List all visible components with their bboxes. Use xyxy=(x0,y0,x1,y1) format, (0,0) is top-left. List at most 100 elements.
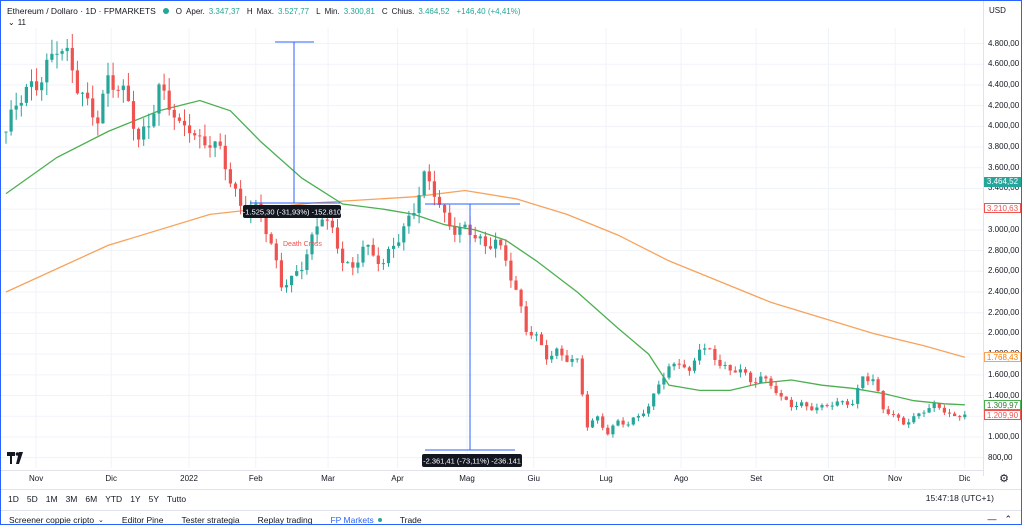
bottom-tab-label: Screener coppie cripto xyxy=(9,514,95,525)
bottom-tab[interactable]: Tester strategia xyxy=(173,515,249,525)
candle-body xyxy=(851,403,855,405)
indicators-toggle[interactable]: ⌄ 11 xyxy=(8,18,26,27)
candle-body xyxy=(381,263,385,265)
candle-body xyxy=(840,401,844,403)
price-tick-label: 2.800,00 xyxy=(988,245,1020,255)
candle-body xyxy=(835,401,839,406)
currency-label[interactable]: USD xyxy=(989,6,1006,15)
candle-body xyxy=(335,227,340,249)
range-button-5y[interactable]: 5Y xyxy=(148,494,159,504)
range-button-1d[interactable]: 1D xyxy=(8,494,19,504)
candle-body xyxy=(953,413,957,417)
candle-body xyxy=(437,196,442,205)
price-tick-label: 4.400,00 xyxy=(988,79,1020,89)
candle-body xyxy=(560,348,564,356)
price-chart[interactable]: -1.525,30 (-31,93%) -152.810 -2.361,41 (-… xyxy=(0,0,1022,490)
candle-body xyxy=(483,236,487,247)
status-dot-icon xyxy=(377,517,382,522)
candle-body xyxy=(861,376,865,388)
candle-body xyxy=(907,422,911,425)
candle-body xyxy=(682,364,686,368)
candle-body xyxy=(371,244,375,256)
date-tick-label: Apr xyxy=(391,474,404,483)
candle-body xyxy=(606,427,610,435)
date-axis[interactable]: Nov Dic 2022 Feb Mar Apr Mag Giu Lug Ago Set Ott Nov… xyxy=(0,470,983,489)
candle-body xyxy=(876,379,880,391)
candle-body xyxy=(356,262,360,268)
candle-body xyxy=(111,75,115,90)
candle-body xyxy=(320,219,324,227)
candle-body xyxy=(213,141,217,148)
candle-body xyxy=(856,387,860,404)
clock[interactable]: 15:47:18 (UTC+1) xyxy=(925,493,994,503)
date-tick-label: Lug xyxy=(599,474,613,483)
open-label: O xyxy=(175,6,183,16)
candle-body xyxy=(422,171,426,196)
candle-body xyxy=(473,234,477,239)
candle-body xyxy=(14,105,18,110)
minimize-icon[interactable]: — xyxy=(987,514,997,524)
candle-body xyxy=(774,385,778,393)
range-button-ytd[interactable]: YTD xyxy=(105,494,123,504)
range-button-1m[interactable]: 1M xyxy=(45,494,58,504)
bottom-tab[interactable]: Editor Pine xyxy=(113,515,173,525)
price-tick-label: 3.000,00 xyxy=(988,224,1020,234)
price-axis[interactable]: 4.800,00 4.600,00 4.400,00 4.200,00 4.000,00… xyxy=(983,0,1024,476)
ma-long-line xyxy=(5,189,965,358)
candle-body xyxy=(891,413,895,415)
low-prefix: Min. xyxy=(324,6,340,16)
range-button-3m[interactable]: 3M xyxy=(65,494,78,504)
candle-body xyxy=(254,203,258,205)
candle-body xyxy=(402,226,406,243)
candle-body xyxy=(534,334,538,336)
chevron-down-icon: ⌄ xyxy=(98,516,104,524)
candle-body xyxy=(509,260,513,281)
close-value: 3.464,52 xyxy=(418,6,450,16)
gear-icon[interactable]: ⚙ xyxy=(999,473,1009,485)
symbol-name[interactable]: Ethereum / Dollaro · 1D · FPMARKETS xyxy=(7,6,156,16)
candle-body xyxy=(24,86,28,103)
maximize-icon[interactable]: ⌃ xyxy=(1004,514,1012,524)
candle-body xyxy=(621,420,625,425)
candle-body xyxy=(290,275,294,286)
candle-body xyxy=(932,403,936,409)
range-button-5d[interactable]: 5D xyxy=(26,494,38,504)
candle-body xyxy=(519,289,523,307)
candle-body xyxy=(45,59,49,83)
low-label: L xyxy=(316,6,321,16)
date-tick-label: Nov xyxy=(888,474,903,483)
bottom-tab[interactable]: FP Markets xyxy=(321,515,390,525)
candle-body xyxy=(126,85,130,102)
candle-body xyxy=(657,384,661,394)
candle-body xyxy=(218,141,222,146)
range-button-6m[interactable]: 6M xyxy=(85,494,98,504)
high-prefix: Max. xyxy=(256,6,274,16)
candle-body xyxy=(636,416,640,418)
candle-body xyxy=(575,358,579,360)
range-buttons: 1D 5D 1M 3M 6M YTD 1Y 5Y Tutto xyxy=(0,494,190,504)
market-status-dot xyxy=(162,8,169,14)
bottom-tab[interactable]: Screener coppie cripto ⌄ xyxy=(0,515,113,525)
range-button-tutto[interactable]: Tutto xyxy=(167,494,187,504)
bottom-tab[interactable]: Replay trading xyxy=(249,515,322,525)
range-button-1y[interactable]: 1Y xyxy=(130,494,141,504)
candle-body xyxy=(565,355,569,362)
candle-body xyxy=(157,84,161,114)
low-value: 3.300,81 xyxy=(343,6,375,16)
candle-body xyxy=(830,405,834,407)
candle-body xyxy=(386,248,391,264)
candle-body xyxy=(631,417,635,425)
candle-body xyxy=(35,81,39,91)
candle-body xyxy=(188,125,192,134)
candle-body xyxy=(764,376,768,379)
candle-body xyxy=(692,360,697,371)
candle-body xyxy=(152,113,156,127)
bottom-tab[interactable]: Trade xyxy=(391,515,431,525)
date-tick-label: Ott xyxy=(823,474,834,483)
measurement-tools: -1.525,30 (-31,93%) -152.810 -2.361,41 (-… xyxy=(243,41,522,467)
candle-body xyxy=(208,145,212,148)
price-tick-label: 2.600,00 xyxy=(988,266,1020,276)
tradingview-logo-icon[interactable] xyxy=(7,452,27,464)
candle-body xyxy=(754,382,758,384)
candle-body xyxy=(80,92,85,94)
